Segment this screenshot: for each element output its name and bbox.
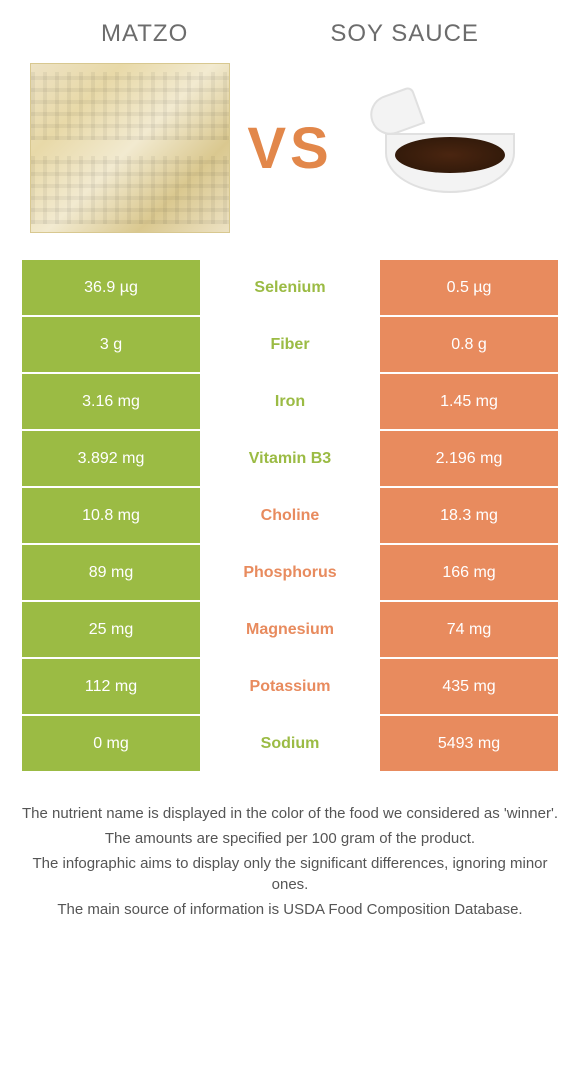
left-value: 25 mg bbox=[21, 601, 201, 658]
table-row: 0 mgSodium5493 mg bbox=[21, 715, 559, 772]
right-value: 1.45 mg bbox=[379, 373, 559, 430]
nutrient-name: Magnesium bbox=[201, 601, 379, 658]
left-value: 36.9 µg bbox=[21, 259, 201, 316]
nutrient-name: Iron bbox=[201, 373, 379, 430]
right-value: 74 mg bbox=[379, 601, 559, 658]
image-row: VS bbox=[0, 58, 580, 258]
nutrient-name: Sodium bbox=[201, 715, 379, 772]
right-value: 2.196 mg bbox=[379, 430, 559, 487]
nutrient-name: Choline bbox=[201, 487, 379, 544]
footer-line-3: The infographic aims to display only the… bbox=[20, 853, 560, 895]
header-row: Matzo Soy sauce bbox=[0, 0, 580, 58]
table-row: 25 mgMagnesium74 mg bbox=[21, 601, 559, 658]
left-value: 3.892 mg bbox=[21, 430, 201, 487]
left-food-title: Matzo bbox=[101, 20, 188, 48]
table-row: 3.892 mgVitamin B32.196 mg bbox=[21, 430, 559, 487]
vs-label: VS bbox=[247, 115, 332, 182]
right-value: 435 mg bbox=[379, 658, 559, 715]
soy-sauce-image bbox=[350, 58, 550, 238]
nutrient-name: Phosphorus bbox=[201, 544, 379, 601]
left-value: 3.16 mg bbox=[21, 373, 201, 430]
left-value: 3 g bbox=[21, 316, 201, 373]
matzo-image bbox=[30, 58, 230, 238]
footer-text: The nutrient name is displayed in the co… bbox=[0, 773, 580, 944]
left-value: 10.8 mg bbox=[21, 487, 201, 544]
right-value: 0.8 g bbox=[379, 316, 559, 373]
nutrient-name: Vitamin B3 bbox=[201, 430, 379, 487]
footer-line-4: The main source of information is USDA F… bbox=[20, 899, 560, 920]
table-row: 3.16 mgIron1.45 mg bbox=[21, 373, 559, 430]
nutrient-name: Fiber bbox=[201, 316, 379, 373]
right-value: 0.5 µg bbox=[379, 259, 559, 316]
left-value: 112 mg bbox=[21, 658, 201, 715]
right-food-title: Soy sauce bbox=[330, 20, 479, 48]
right-value: 18.3 mg bbox=[379, 487, 559, 544]
right-value: 5493 mg bbox=[379, 715, 559, 772]
footer-line-1: The nutrient name is displayed in the co… bbox=[20, 803, 560, 824]
right-value: 166 mg bbox=[379, 544, 559, 601]
left-value: 0 mg bbox=[21, 715, 201, 772]
table-row: 36.9 µgSelenium0.5 µg bbox=[21, 259, 559, 316]
nutrient-name: Potassium bbox=[201, 658, 379, 715]
nutrient-name: Selenium bbox=[201, 259, 379, 316]
footer-line-2: The amounts are specified per 100 gram o… bbox=[20, 828, 560, 849]
table-row: 10.8 mgCholine18.3 mg bbox=[21, 487, 559, 544]
left-value: 89 mg bbox=[21, 544, 201, 601]
table-row: 3 gFiber0.8 g bbox=[21, 316, 559, 373]
table-row: 89 mgPhosphorus166 mg bbox=[21, 544, 559, 601]
table-row: 112 mgPotassium435 mg bbox=[21, 658, 559, 715]
nutrient-table: 36.9 µgSelenium0.5 µg3 gFiber0.8 g3.16 m… bbox=[20, 258, 560, 773]
